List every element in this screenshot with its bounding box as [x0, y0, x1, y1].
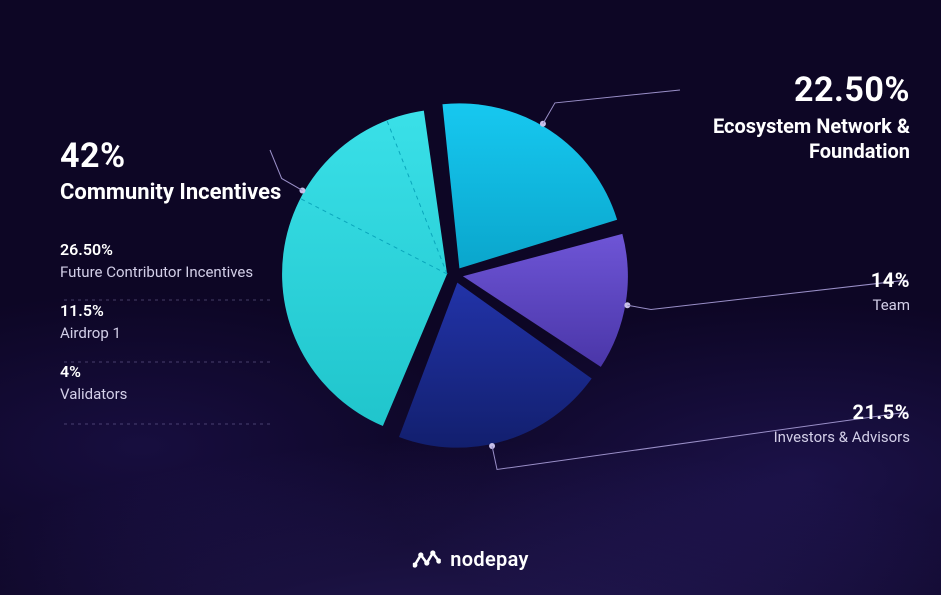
leader-line-ecosystem	[543, 90, 680, 124]
label-investors-percent: 21.5%	[730, 400, 910, 424]
label-ecosystem: 22.50% Ecosystem Network & Foundation	[680, 70, 910, 164]
community-sub-0: 26.50% Future Contributor Incentives	[60, 240, 310, 281]
label-team: 14% Team	[780, 268, 910, 314]
community-sub-0-label: Future Contributor Incentives	[60, 263, 310, 281]
community-sub-2-pct: 4%	[60, 362, 310, 381]
label-community: 42% Community Incentives 26.50% Future C…	[60, 136, 310, 403]
community-sub-1-label: Airdrop 1	[60, 324, 310, 342]
community-breakdown: 26.50% Future Contributor Incentives 11.…	[60, 240, 310, 403]
community-sub-1: 11.5% Airdrop 1	[60, 301, 310, 342]
label-team-percent: 14%	[780, 268, 910, 292]
label-investors-title: Investors & Advisors	[730, 428, 910, 446]
brand: nodepay	[412, 547, 528, 571]
label-investors: 21.5% Investors & Advisors	[730, 400, 910, 446]
brand-icon	[412, 549, 440, 569]
label-community-percent: 42%	[60, 136, 310, 176]
label-ecosystem-title: Ecosystem Network & Foundation	[680, 114, 910, 164]
community-sub-2: 4% Validators	[60, 362, 310, 403]
community-sub-0-pct: 26.50%	[60, 240, 310, 259]
community-sub-1-pct: 11.5%	[60, 301, 310, 320]
label-ecosystem-percent: 22.50%	[680, 70, 910, 110]
chart-stage: 22.50% Ecosystem Network & Foundation 14…	[0, 0, 941, 595]
label-community-title: Community Incentives	[60, 180, 310, 206]
brand-text: nodepay	[450, 547, 528, 571]
label-team-title: Team	[780, 296, 910, 314]
community-sub-2-label: Validators	[60, 385, 310, 403]
